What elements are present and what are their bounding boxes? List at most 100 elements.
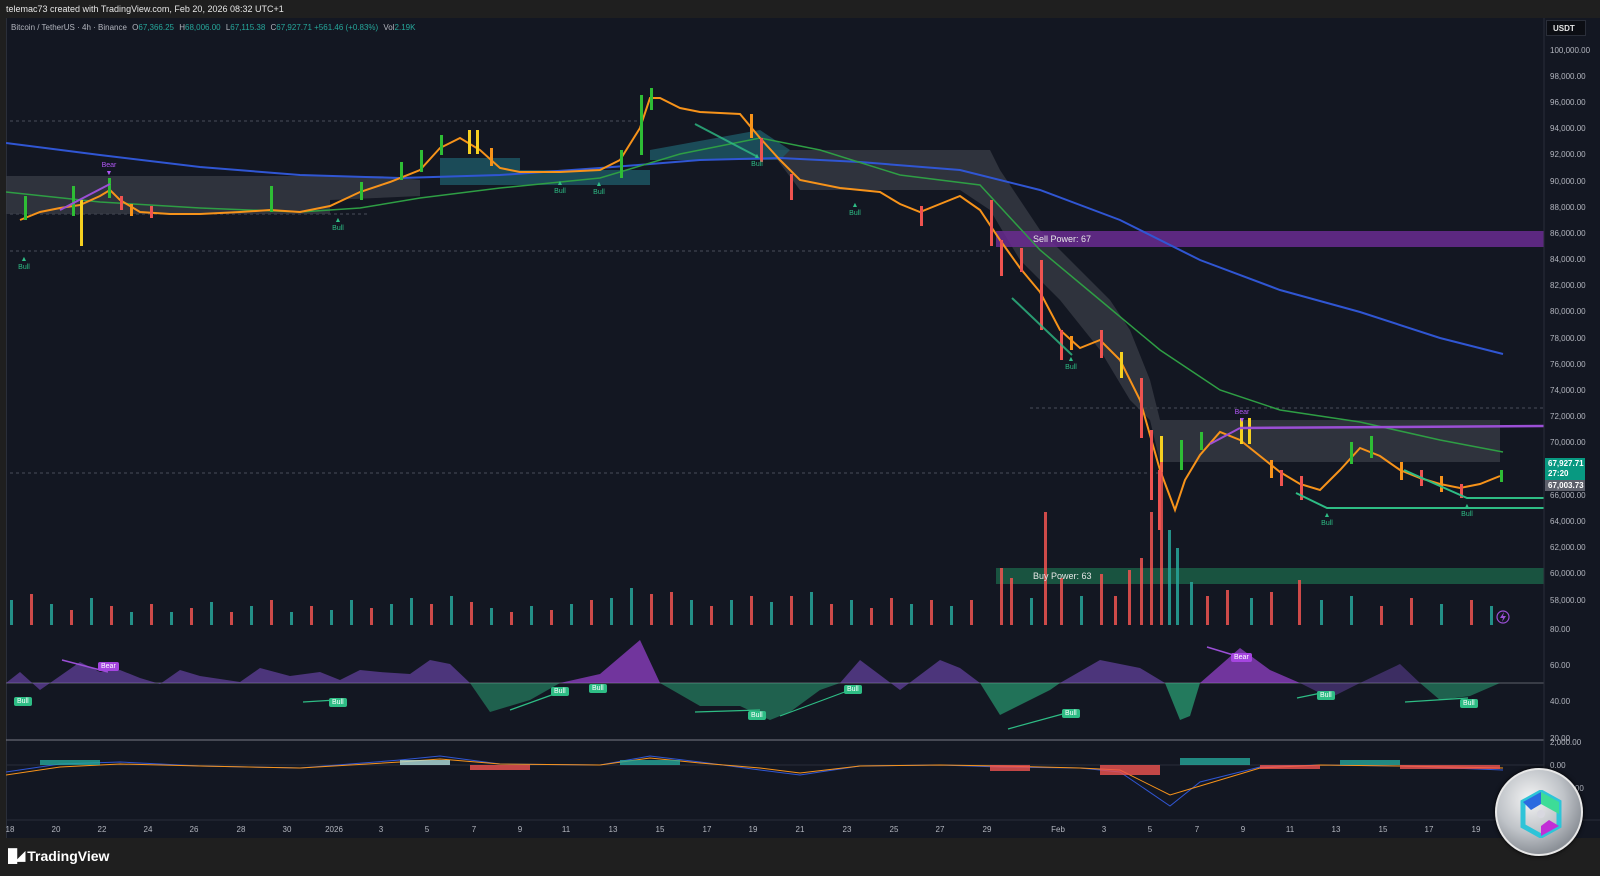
osc-bull-tag: Bull [844,685,862,694]
price-tick: 80,000.00 [1550,307,1586,316]
hexagon-logo-icon [1520,790,1562,838]
osc-bull-tag: Bull [551,687,569,696]
price-tick: 90,000.00 [1550,177,1586,186]
osc-bull-tag: Bull [14,697,32,706]
time-tick: 30 [282,825,292,834]
osc-bull-tag: Bull [589,684,607,693]
candles [24,88,1503,530]
close-value: 67,927.71 [276,23,312,32]
time-tick: 21 [795,825,805,834]
time-tick: 28 [236,825,246,834]
price-tick: 74,000.00 [1550,386,1586,395]
time-tick: 9 [1240,825,1246,834]
time-tick: 18 [5,825,15,834]
volume-bars [10,462,1493,625]
price-tick: 72,000.00 [1550,412,1586,421]
osc-tick: 60.00 [1550,661,1571,670]
price-tick: 92,000.00 [1550,150,1586,159]
secondary-price-badge: 67,003.73 [1545,480,1585,491]
time-tick: 15 [655,825,665,834]
osc-tick: 40.00 [1550,697,1571,706]
bear-signal: Bear ▼ [101,162,117,177]
symbol-legend[interactable]: Bitcoin / TetherUS · 4h · Binance O67,36… [11,23,416,32]
osc-bull-tag: Bull [329,698,347,707]
open-value: 67,366.25 [138,23,174,32]
tradingview-logo-icon: █◢ [8,848,25,863]
time-tick: 7 [1194,825,1200,834]
last-price-badge: 67,927.71 27:20 [1545,458,1585,480]
price-tick: 64,000.00 [1550,517,1586,526]
time-tick: 19 [748,825,758,834]
price-tick: 94,000.00 [1550,124,1586,133]
time-tick: 17 [1424,825,1434,834]
time-tick: 11 [1285,825,1295,834]
time-tick: Feb [1051,825,1065,834]
price-tick: 82,000.00 [1550,281,1586,290]
osc-bull-tag: Bull [748,711,766,720]
osc-tick: 20.00 [1550,734,1571,743]
time-tick: 15 [1378,825,1388,834]
time-tick: 9 [517,825,523,834]
buy-power-zone [996,568,1544,584]
tradingview-logo[interactable]: █◢ TradingView [8,848,110,864]
bull-signal: ▲ Bull [332,217,344,232]
price-tick: 58,000.00 [1550,596,1586,605]
time-tick: 7 [471,825,477,834]
flash-icon[interactable] [1496,610,1510,624]
bull-signal: ▲ Bull [554,180,566,195]
time-tick: 20 [51,825,61,834]
high-value: 68,006.00 [185,23,221,32]
time-tick: 5 [424,825,430,834]
price-tick: 78,000.00 [1550,334,1586,343]
price-tick: 84,000.00 [1550,255,1586,264]
bull-signal: ▲ Bull [1321,512,1333,527]
time-tick: 13 [608,825,618,834]
price-tick: 96,000.00 [1550,98,1586,107]
time-tick: 19 [1471,825,1481,834]
time-tick: 13 [1331,825,1341,834]
time-tick: 25 [889,825,899,834]
time-tick: 22 [97,825,107,834]
bull-signal: ▲ Bull [1065,356,1077,371]
coin-logo [1495,768,1583,856]
price-tick: 76,000.00 [1550,360,1586,369]
symbol-name: Bitcoin / TetherUS · 4h · Binance [11,23,127,32]
price-tick: 60,000.00 [1550,569,1586,578]
macd-tick: 2,000.00 [1550,738,1582,747]
osc-bear-tag: Bear [1231,653,1252,662]
bear-signal: Bear ▼ [1234,409,1250,424]
bull-signal: ▲ Bull [849,202,861,217]
osc-tick: 80.00 [1550,625,1571,634]
currency-selector[interactable]: USDT [1546,20,1586,36]
time-tick: 2026 [325,825,343,834]
time-tick: 29 [982,825,992,834]
bull-signal: ▲ Bull [18,256,30,271]
volume-value: 2.19K [394,23,416,32]
time-tick: 17 [702,825,712,834]
time-tick: 24 [143,825,153,834]
created-by-header: telemac73 created with TradingView.com, … [0,0,1600,18]
time-tick: 3 [1101,825,1107,834]
time-tick: 26 [189,825,199,834]
time-tick: 11 [561,825,571,834]
price-tick: 98,000.00 [1550,72,1586,81]
footer: █◢ TradingView [0,838,1600,876]
osc-bull-tag: Bull [1317,691,1335,700]
time-tick: 23 [842,825,852,834]
price-tick: 86,000.00 [1550,229,1586,238]
time-tick: 5 [1147,825,1153,834]
macd-tick: 0.00 [1550,761,1566,770]
sell-power-zone [996,231,1544,247]
time-tick: 27 [935,825,945,834]
price-tick: 88,000.00 [1550,203,1586,212]
sell-power-label: Sell Power: 67 [1033,234,1092,244]
bull-signal: ▲ Bull [751,153,763,168]
osc-bear-tag: Bear [98,662,119,671]
price-tick: 66,000.00 [1550,491,1586,500]
bull-signal: ▲ Bull [593,181,605,196]
osc-bull-tag: Bull [1062,709,1080,718]
price-chart[interactable] [6,18,1600,838]
time-tick: 3 [378,825,384,834]
osc-bull-tag: Bull [1460,699,1478,708]
bull-signal: ▲ Bull [1461,503,1473,518]
